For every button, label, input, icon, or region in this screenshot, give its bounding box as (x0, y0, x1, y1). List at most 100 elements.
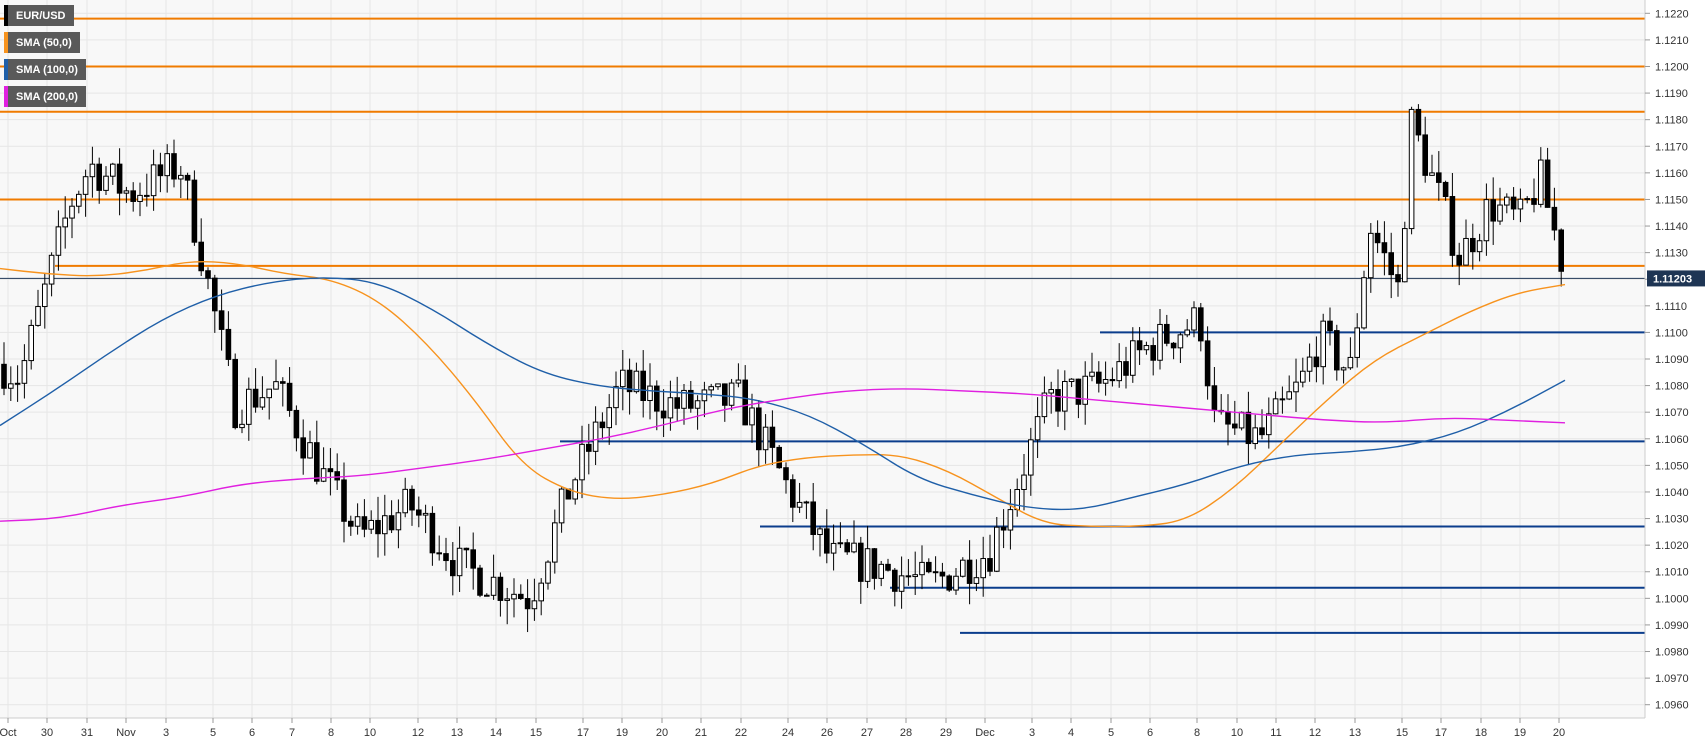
x-tick-label: 14 (490, 727, 502, 739)
candle-body (1381, 242, 1388, 254)
candle-body (1374, 232, 1381, 244)
candle-body (341, 479, 347, 522)
y-tick-label: 1.1100 (1655, 327, 1688, 339)
candle-body (851, 542, 857, 553)
candle-body (239, 423, 245, 429)
y-tick-label: 1.1090 (1655, 354, 1689, 366)
candle-body (1490, 199, 1497, 222)
candle-body (674, 397, 681, 409)
candle-body (1415, 108, 1422, 136)
candle-body (1422, 134, 1429, 176)
candle-body (960, 559, 966, 577)
candle-body (409, 488, 415, 511)
legend-item-sma100[interactable]: SMA (100,0) (4, 59, 86, 80)
x-tick-label: 19 (616, 727, 628, 739)
candle-body (722, 383, 728, 406)
candle-body (1211, 385, 1218, 411)
legend-item-sma50[interactable]: SMA (50,0) (4, 32, 80, 53)
candle-body (1062, 381, 1068, 412)
candle-body (28, 324, 34, 362)
legend-item-sma200[interactable]: SMA (200,0) (4, 86, 86, 107)
candle-body (1279, 398, 1286, 401)
x-tick-label: 10 (1231, 727, 1243, 739)
candle-body (769, 426, 776, 448)
candle-body (504, 598, 510, 601)
x-tick-label: 6 (249, 727, 255, 739)
candle-body (633, 370, 640, 393)
candle-body (388, 515, 395, 531)
candle-body (1198, 307, 1204, 342)
candle-body (1014, 488, 1021, 511)
candle-body (191, 179, 198, 243)
candle-body (1320, 320, 1327, 368)
candle-body (1429, 172, 1435, 176)
candle-body (48, 254, 55, 285)
candle-body (524, 598, 531, 610)
y-tick-label: 1.1070 (1655, 407, 1689, 419)
x-tick-label: 3 (163, 727, 169, 739)
candle-body (1177, 334, 1184, 349)
candle-body (1102, 378, 1109, 384)
candle-body (776, 446, 783, 469)
candle-body (477, 567, 483, 596)
legend-item-eurusd[interactable]: EUR/USD (4, 5, 74, 26)
candle-body (1075, 378, 1082, 405)
candle-body (164, 153, 170, 177)
candle-body (259, 397, 266, 408)
candle-body (1055, 389, 1061, 412)
candle-body (1368, 232, 1374, 279)
x-tick-label: Nov (116, 727, 136, 739)
candle-body (212, 277, 218, 312)
candle-body (796, 501, 803, 508)
candle-body (1143, 345, 1150, 351)
candle-body (205, 270, 211, 279)
candle-body (314, 442, 320, 482)
candle-body (14, 382, 21, 385)
moving-averages (0, 260, 1566, 528)
y-tick-label: 1.1210 (1655, 35, 1689, 47)
x-tick-label: 20 (656, 727, 668, 739)
x-tick-label: 29 (940, 727, 952, 739)
candle-body (96, 163, 103, 191)
candle-body (586, 443, 592, 452)
candle-body (667, 397, 674, 419)
candle-body (932, 571, 939, 574)
candle-body (382, 515, 388, 535)
candle-body (293, 409, 300, 439)
candle-body (450, 560, 456, 577)
candle-body (354, 516, 361, 527)
candle-body (1028, 439, 1034, 476)
y-tick-label: 1.1020 (1655, 540, 1689, 552)
candle-body (701, 389, 708, 402)
candle-body (1150, 345, 1157, 361)
candle-body (688, 389, 694, 409)
candle-body (1327, 320, 1333, 332)
candle-body (803, 501, 810, 504)
candle-body (885, 563, 891, 571)
y-tick-label: 1.1190 (1655, 88, 1688, 100)
candle-body (286, 382, 293, 411)
x-tick-label: 11 (1270, 727, 1281, 739)
candle-body (35, 306, 41, 326)
candle-body (1517, 198, 1524, 210)
candle-body (69, 205, 75, 219)
candle-body (538, 582, 545, 602)
candle-body (280, 381, 286, 384)
candle-body (62, 217, 69, 228)
candle-body (1388, 252, 1395, 276)
candle-body (144, 194, 150, 197)
candle-body (531, 600, 538, 610)
candle-body (116, 163, 123, 194)
candle-body (252, 388, 259, 408)
candle-body (375, 519, 381, 535)
y-tick-label: 1.1180 (1655, 115, 1688, 127)
candle-body (572, 479, 579, 500)
candle-body (511, 593, 517, 600)
candle-body (1313, 356, 1320, 368)
candle-body (858, 542, 864, 582)
last-price-marker: 1.11203 (1647, 270, 1705, 287)
candle-body (1286, 391, 1293, 400)
candle-body (1048, 389, 1055, 394)
